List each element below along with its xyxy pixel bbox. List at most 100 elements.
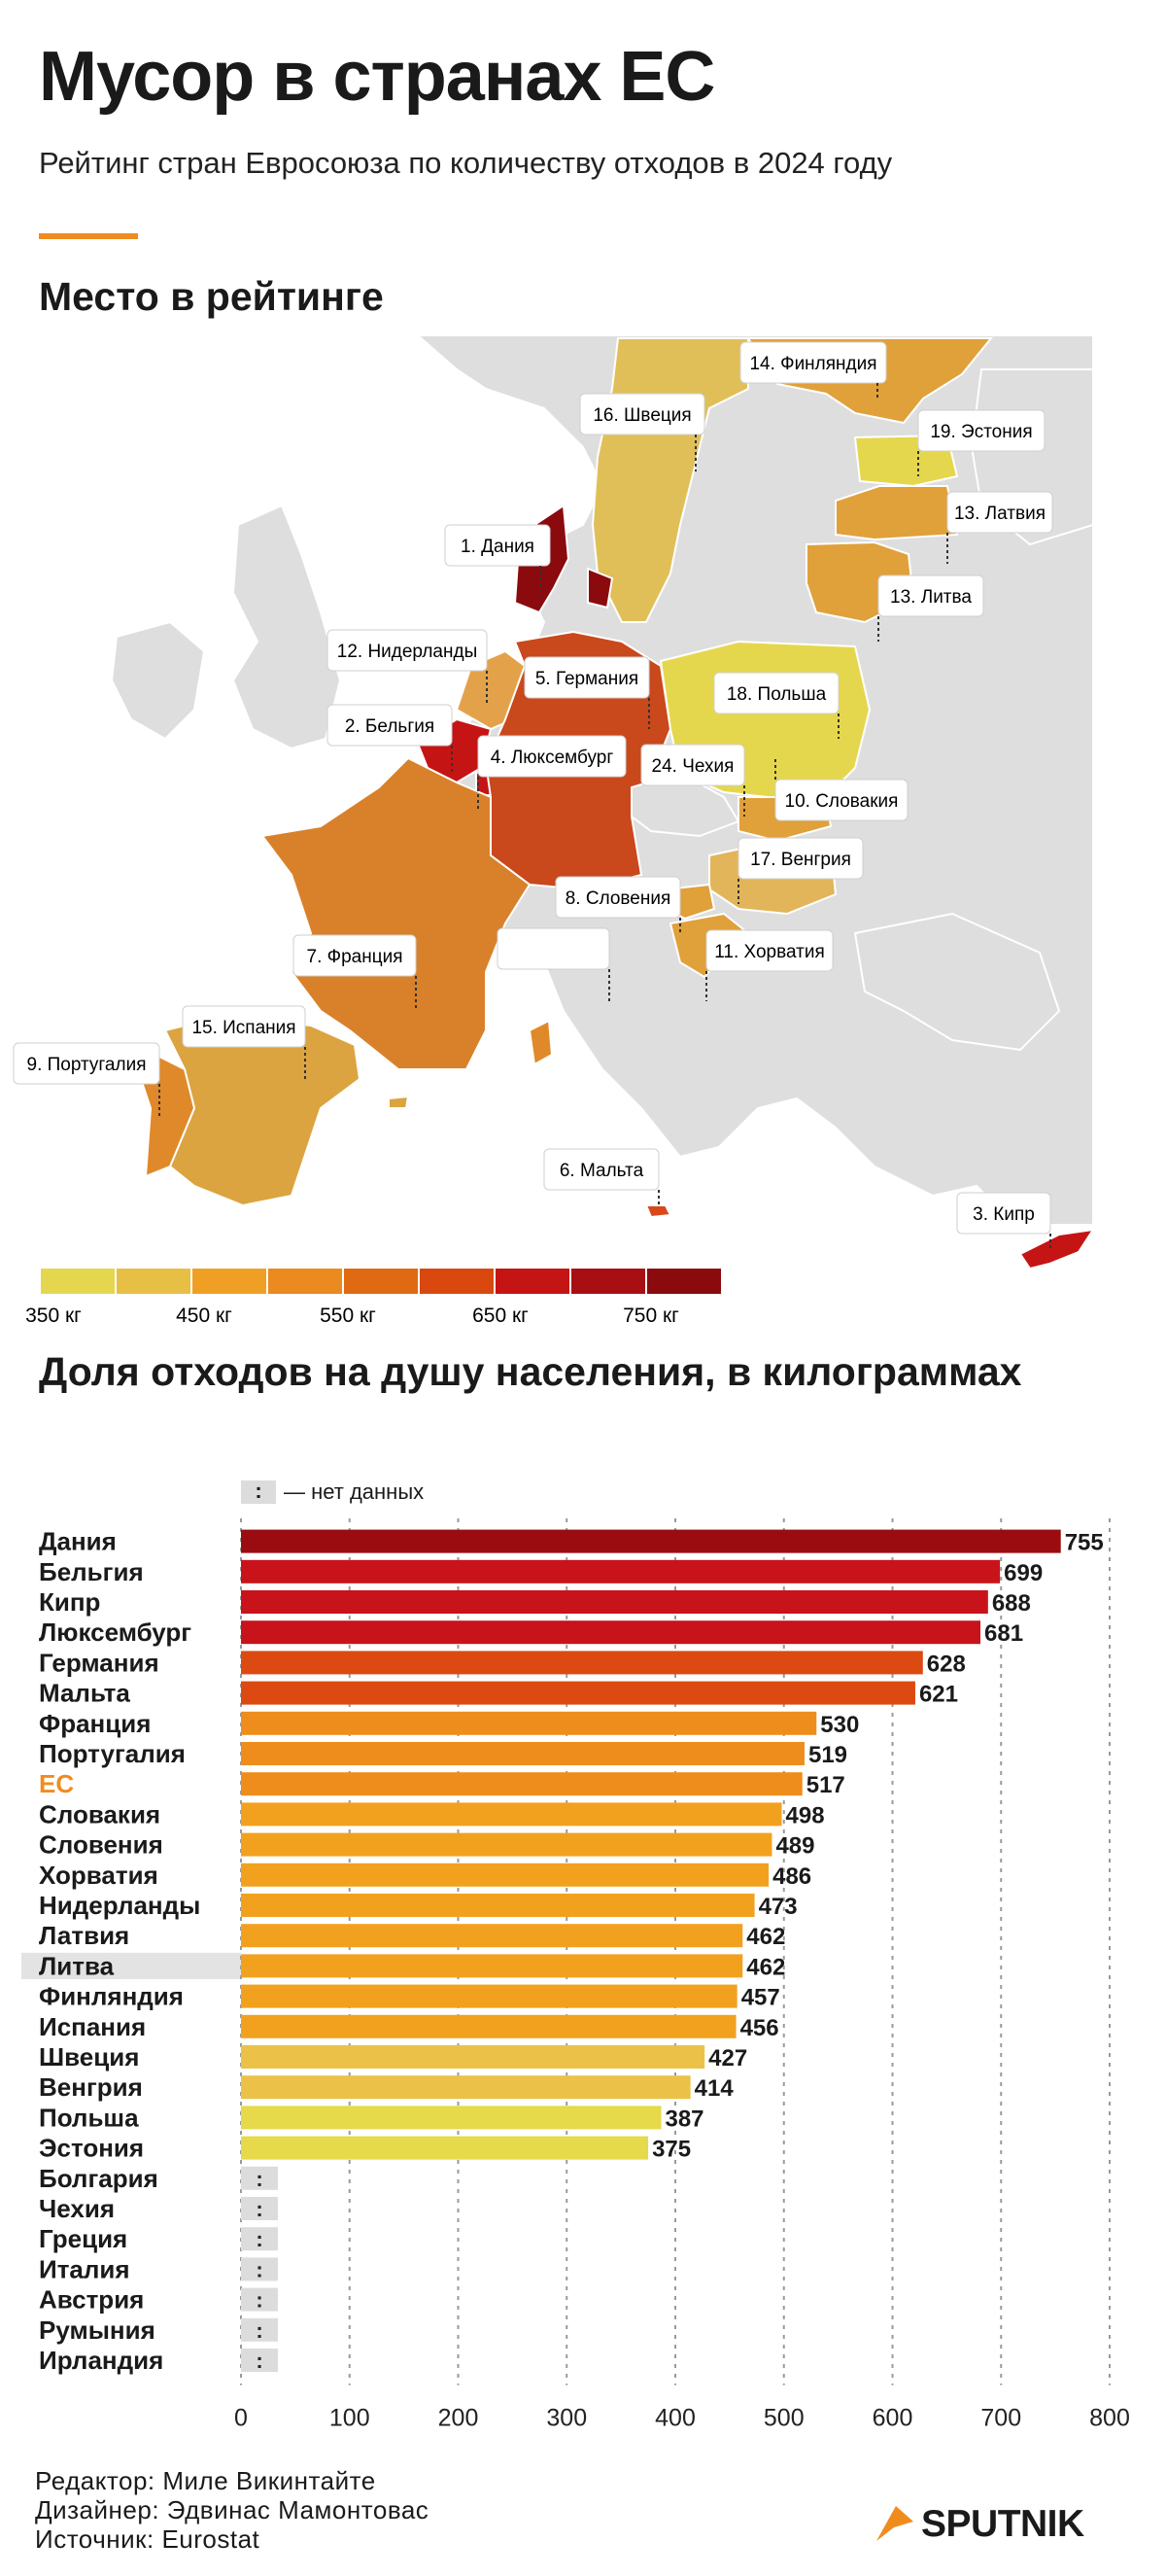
map-latvia xyxy=(835,485,959,541)
svg-text:14. Финляндия: 14. Финляндия xyxy=(749,354,876,374)
label-poland: 18. Польша xyxy=(713,672,840,739)
scale-swatch xyxy=(192,1269,266,1294)
chart-title: Доля отходов на душу населения, в килогр… xyxy=(39,1349,1022,1394)
nodata-bar xyxy=(241,2227,278,2251)
color-scale: 350 кг 450 кг 550 кг 650 кг 750 кг xyxy=(25,1269,721,1327)
label-estonia: 19. Эстония xyxy=(917,409,1046,476)
bar xyxy=(241,1862,770,1887)
svg-text:16. Швеция: 16. Швеция xyxy=(593,405,691,426)
label-sweden: 16. Швеция xyxy=(579,393,705,471)
scale-swatch xyxy=(117,1269,190,1294)
nodata-bar xyxy=(241,2349,278,2372)
svg-text:6. Мальта: 6. Мальта xyxy=(560,1161,644,1181)
value-label: 462 xyxy=(746,1954,785,1980)
scale-label: 550 кг xyxy=(320,1305,376,1327)
value-label: 519 xyxy=(808,1742,847,1768)
category-label: Италия xyxy=(39,2254,130,2283)
label-slovakia: 10. Словакия xyxy=(774,758,909,821)
svg-text:3. Кипр: 3. Кипр xyxy=(973,1204,1035,1225)
bar xyxy=(241,1620,981,1645)
value-label: 681 xyxy=(984,1620,1023,1647)
label-croatia: 11. Хорватия xyxy=(705,929,834,1001)
svg-text:19. Эстония: 19. Эстония xyxy=(930,422,1032,442)
category-label: Греция xyxy=(39,2224,127,2253)
svg-text:17. Венгрия: 17. Венгрия xyxy=(750,850,851,870)
nodata-bar xyxy=(241,2317,278,2342)
scale-label: 450 кг xyxy=(176,1305,232,1327)
nodata-bar xyxy=(241,2166,278,2190)
x-tick-label: 400 xyxy=(655,2405,696,2432)
nodata-mark: : xyxy=(256,2227,262,2251)
category-label: Румыния xyxy=(39,2315,155,2345)
nodata-bar xyxy=(241,2257,278,2281)
scale-label: 650 кг xyxy=(472,1305,529,1327)
page-title: Мусор в странах ЕС xyxy=(39,38,715,116)
value-label: 628 xyxy=(927,1651,966,1677)
credit-source: Источник: Eurostat xyxy=(35,2524,260,2554)
value-label: 427 xyxy=(708,2045,747,2071)
label-czechia: 24. Чехия xyxy=(640,744,745,817)
category-label: Болгария xyxy=(39,2164,158,2193)
bar xyxy=(241,1651,923,1675)
bar xyxy=(241,2075,691,2100)
value-label: 387 xyxy=(665,2106,703,2132)
svg-text:11. Хорватия: 11. Хорватия xyxy=(714,942,825,962)
svg-text:13. Литва: 13. Литва xyxy=(890,587,972,608)
value-label: 699 xyxy=(1004,1560,1043,1586)
nodata-mark: : xyxy=(256,2197,262,2221)
sputnik-logo: SPUTNIK xyxy=(873,2502,1084,2547)
category-label: Польша xyxy=(39,2103,139,2132)
value-label: 457 xyxy=(741,1985,780,2011)
category-label: Франция xyxy=(39,1709,151,1738)
x-tick-label: 600 xyxy=(873,2405,913,2432)
scale-swatch xyxy=(571,1269,645,1294)
x-tick-label: 200 xyxy=(438,2405,479,2432)
label-luxembourg: 4. Люксембург xyxy=(477,735,627,809)
category-label: Мальта xyxy=(39,1679,130,1708)
map-section-title: Место в рейтинге xyxy=(39,274,384,319)
category-label: Кипр xyxy=(39,1587,100,1617)
category-label: Австрия xyxy=(39,2285,144,2315)
scale-swatch xyxy=(41,1269,115,1294)
sputnik-logo-text: SPUTNIK xyxy=(921,2503,1084,2545)
nodata-mark: : xyxy=(256,2257,262,2281)
value-label: 414 xyxy=(695,2075,735,2102)
value-label: 530 xyxy=(820,1712,859,1738)
label-portugal: 9. Португалия xyxy=(13,1042,160,1118)
category-label: Нидерланды xyxy=(39,1891,200,1920)
bar xyxy=(241,1711,817,1735)
category-label: Латвия xyxy=(39,1921,129,1950)
nodata-legend-label: — нет данных xyxy=(284,1479,425,1504)
x-tick-label: 0 xyxy=(234,2405,248,2432)
svg-text:10. Словакия: 10. Словакия xyxy=(785,791,899,812)
svg-text:5. Германия: 5. Германия xyxy=(535,669,638,689)
label-slovenia: 8. Словения xyxy=(555,876,681,935)
category-label: Хорватия xyxy=(39,1861,158,1890)
svg-text:1. Дания: 1. Дания xyxy=(461,537,534,557)
category-label: Дания xyxy=(39,1527,117,1556)
scale-label: 750 кг xyxy=(623,1305,679,1327)
label-blank-callout xyxy=(497,927,610,1001)
europe-map: 14. Финляндия 16. Швеция 19. Эстония 13.… xyxy=(13,334,1096,1271)
label-denmark: 1. Дания xyxy=(444,524,551,598)
category-label: Ирландия xyxy=(39,2346,163,2375)
bar xyxy=(241,1894,755,1917)
nodata-bar xyxy=(241,2197,278,2220)
category-label: Швеция xyxy=(39,2042,139,2071)
label-finland: 14. Финляндия xyxy=(739,341,887,399)
scale-swatch xyxy=(496,1269,569,1294)
svg-text:12. Нидерланды: 12. Нидерланды xyxy=(337,642,478,662)
value-label: 517 xyxy=(806,1772,845,1798)
value-label: 473 xyxy=(759,1894,798,1920)
nodata-swatch: : xyxy=(241,1480,276,1504)
label-cyprus: 3. Кипр xyxy=(956,1192,1051,1249)
bar xyxy=(241,2136,649,2160)
nodata-mark: : xyxy=(256,2167,262,2191)
bar xyxy=(241,1984,737,2008)
bar xyxy=(241,1559,1001,1584)
label-belgium: 2. Бельгия xyxy=(326,704,453,773)
x-tick-label: 800 xyxy=(1089,2405,1130,2432)
value-label: 456 xyxy=(740,2015,779,2041)
value-label: 621 xyxy=(919,1682,958,1708)
label-hungary: 17. Венгрия xyxy=(737,837,864,904)
